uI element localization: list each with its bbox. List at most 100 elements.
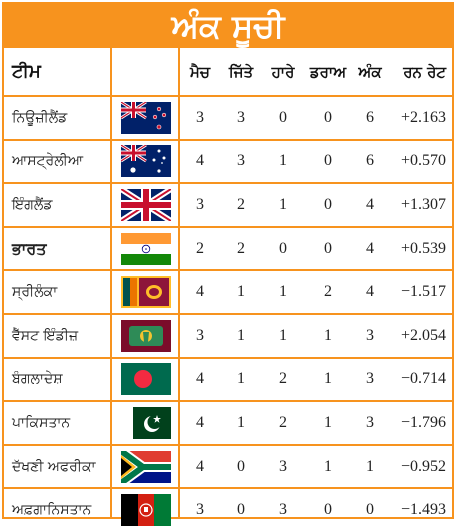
team-name: ਸ੍ਰੀਲੰਕਾ bbox=[12, 284, 58, 301]
team-name: ਬੰਗਲਾਦੇਸ਼ bbox=[12, 371, 63, 388]
won: 1 bbox=[237, 326, 245, 344]
australia-flag-icon bbox=[112, 141, 180, 183]
table-title: ਅੰਕ ਸੂਚੀ bbox=[4, 4, 452, 48]
draw: 0 bbox=[324, 501, 332, 519]
points: 6 bbox=[366, 152, 374, 170]
draw: 0 bbox=[324, 108, 332, 126]
matches: 4 bbox=[196, 283, 204, 301]
points: 4 bbox=[366, 239, 374, 257]
table-row: ਅਫ਼ਗਾਨਿਸਤਾਨ 3 0 3 0 0 −1.493 bbox=[4, 489, 452, 531]
draw: 0 bbox=[324, 152, 332, 170]
table-row: ਵੈੱਸਟ ਇੰਡੀਜ਼ 3 1 1 1 3 +2.054 bbox=[4, 315, 452, 359]
run-rate: +0.570 bbox=[400, 152, 446, 170]
team-name: ਦੱਖਣੀ ਅਫਰੀਕਾ bbox=[12, 458, 96, 475]
table-body: ਨਿਊਜ਼ੀਲੈਂਡ 3 bbox=[4, 97, 452, 531]
header-draw: ਡਰਾਅ bbox=[309, 62, 347, 81]
matches: 4 bbox=[196, 457, 204, 475]
lost: 0 bbox=[279, 239, 287, 257]
points: 4 bbox=[366, 283, 374, 301]
west-indies-flag-icon bbox=[112, 315, 180, 357]
header-team: ਟੀਮ bbox=[12, 61, 41, 82]
draw: 1 bbox=[324, 326, 332, 344]
matches: 4 bbox=[196, 152, 204, 170]
team-name: ਪਾਕਿਸਤਾਨ bbox=[12, 414, 71, 431]
table-row: ਸ੍ਰੀਲੰਕਾ 4 1 1 2 4 −1.517 bbox=[4, 271, 452, 315]
india-flag-icon bbox=[112, 228, 180, 270]
won: 3 bbox=[237, 152, 245, 170]
won: 1 bbox=[237, 283, 245, 301]
run-rate: +2.163 bbox=[400, 108, 446, 126]
matches: 4 bbox=[196, 413, 204, 431]
team-name: ਇੰਗਲੈਂਡ bbox=[12, 196, 53, 213]
won: 3 bbox=[237, 108, 245, 126]
lost: 0 bbox=[279, 108, 287, 126]
lost: 1 bbox=[279, 152, 287, 170]
points: 3 bbox=[366, 326, 374, 344]
points: 4 bbox=[366, 195, 374, 213]
header-won: ਜਿੱਤੇ bbox=[228, 62, 254, 81]
points: 1 bbox=[366, 457, 374, 475]
lost: 1 bbox=[279, 195, 287, 213]
matches: 4 bbox=[196, 370, 204, 388]
points: 3 bbox=[366, 413, 374, 431]
run-rate: +2.054 bbox=[400, 326, 446, 344]
draw: 1 bbox=[324, 413, 332, 431]
header-matches: ਮੈਚ bbox=[190, 62, 210, 81]
won: 2 bbox=[237, 239, 245, 257]
team-name: ਭਾਰਤ bbox=[12, 238, 47, 258]
won: 1 bbox=[237, 370, 245, 388]
lost: 3 bbox=[279, 501, 287, 519]
new-zealand-flag-icon bbox=[112, 97, 180, 139]
draw: 2 bbox=[324, 283, 332, 301]
team-name: ਵੈੱਸਟ ਇੰਡੀਜ਼ bbox=[12, 327, 79, 344]
draw: 0 bbox=[324, 239, 332, 257]
lost: 2 bbox=[279, 370, 287, 388]
bangladesh-flag-icon bbox=[112, 359, 180, 401]
lost: 3 bbox=[279, 457, 287, 475]
won: 0 bbox=[237, 457, 245, 475]
lost: 2 bbox=[279, 413, 287, 431]
lost: 1 bbox=[279, 326, 287, 344]
team-name: ਆਸਟ੍ਰੇਲੀਆ bbox=[12, 153, 84, 170]
run-rate: −0.952 bbox=[400, 457, 446, 475]
table-row: ਭਾਰਤ 2 2 0 0 4 +0.539 bbox=[4, 228, 452, 272]
afghanistan-flag-icon bbox=[112, 489, 180, 531]
won: 2 bbox=[237, 195, 245, 213]
run-rate: −0.714 bbox=[400, 370, 446, 388]
table-row: ਬੰਗਲਾਦੇਸ਼ 4 1 2 1 3 −0.714 bbox=[4, 359, 452, 403]
table-row: ਪਾਕਿਸਤਾਨ 4 1 2 1 3 −1.796 bbox=[4, 402, 452, 446]
draw: 0 bbox=[324, 195, 332, 213]
south-africa-flag-icon bbox=[112, 446, 180, 488]
team-name: ਅਫ਼ਗਾਨਿਸਤਾਨ bbox=[12, 502, 92, 519]
matches: 2 bbox=[196, 239, 204, 257]
column-divider bbox=[110, 48, 112, 517]
header-flag-spacer bbox=[112, 48, 180, 95]
table-row: ਨਿਊਜ਼ੀਲੈਂਡ 3 bbox=[4, 97, 452, 141]
run-rate: −1.493 bbox=[400, 501, 446, 519]
draw: 1 bbox=[324, 457, 332, 475]
won: 0 bbox=[237, 501, 245, 519]
draw: 1 bbox=[324, 370, 332, 388]
england-flag-icon bbox=[112, 184, 180, 226]
run-rate: +0.539 bbox=[400, 239, 446, 257]
pakistan-flag-icon bbox=[112, 402, 180, 444]
column-divider bbox=[178, 48, 180, 517]
run-rate: +1.307 bbox=[400, 195, 446, 213]
header-points: ਅੰਕ bbox=[358, 62, 382, 81]
table-row: ਆਸਟ੍ਰੇਲੀਆ 4 3 1 0 6 bbox=[4, 141, 452, 185]
team-name: ਨਿਊਜ਼ੀਲੈਂਡ bbox=[12, 109, 68, 126]
header-lost: ਹਾਰੇ bbox=[271, 62, 295, 81]
matches: 3 bbox=[196, 326, 204, 344]
run-rate: −1.517 bbox=[400, 283, 446, 301]
matches: 3 bbox=[196, 108, 204, 126]
table-row: ਦੱਖਣੀ ਅਫਰੀਕਾ 4 0 3 1 1 −0.952 bbox=[4, 446, 452, 490]
lost: 1 bbox=[279, 283, 287, 301]
header-run-rate: ਰਨ ਰੇਟ bbox=[403, 62, 446, 81]
table-row: ਇੰਗਲੈਂਡ 3 2 1 0 4 +1.307 bbox=[4, 184, 452, 228]
matches: 3 bbox=[196, 195, 204, 213]
points: 0 bbox=[366, 501, 374, 519]
run-rate: −1.796 bbox=[400, 413, 446, 431]
points: 6 bbox=[366, 108, 374, 126]
sri-lanka-flag-icon bbox=[112, 271, 180, 313]
